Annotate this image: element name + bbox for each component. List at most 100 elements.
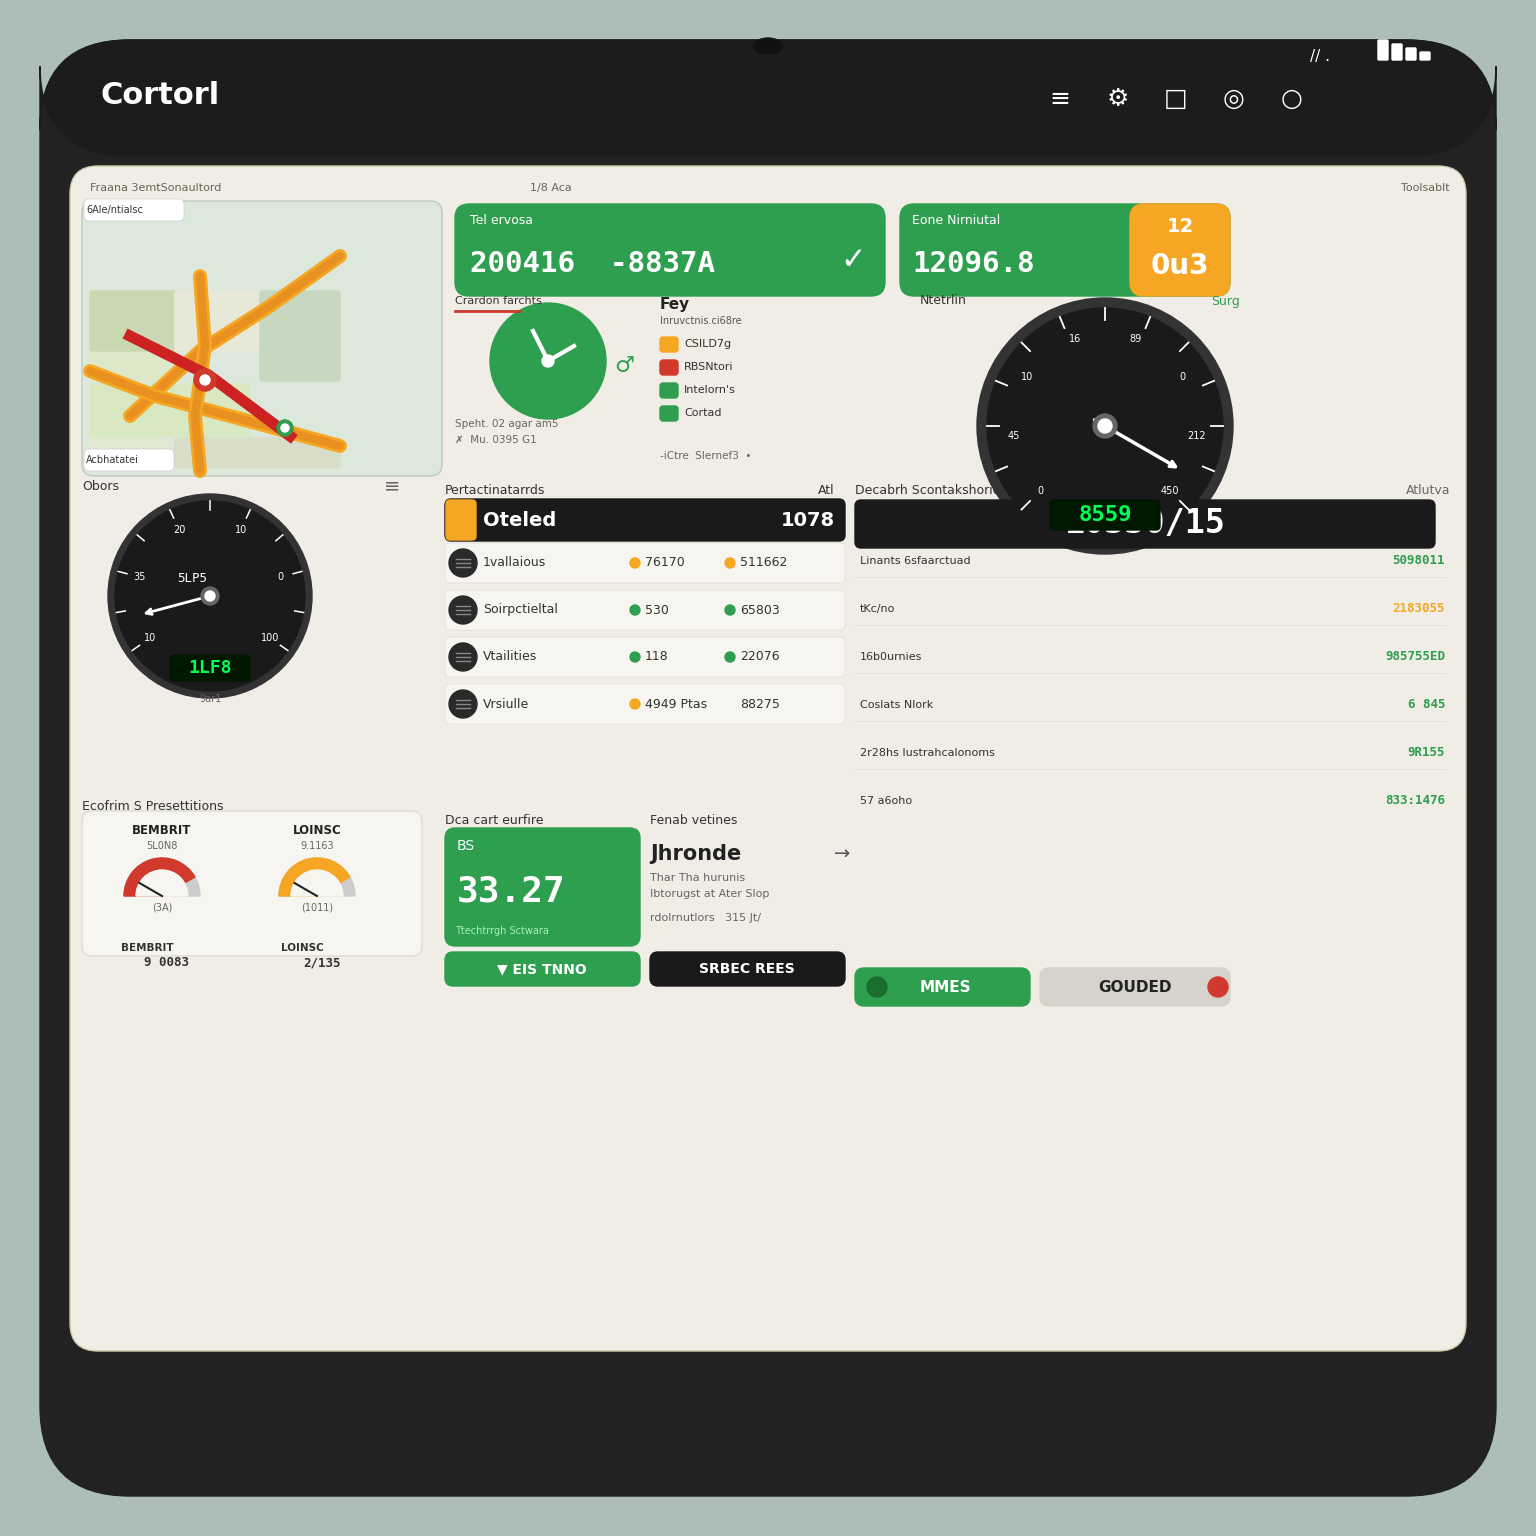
Text: Thar Tha hurunis: Thar Tha hurunis: [650, 872, 745, 883]
Text: GOUDED: GOUDED: [1098, 980, 1172, 994]
Polygon shape: [194, 379, 217, 392]
Text: 511662: 511662: [740, 556, 788, 570]
FancyBboxPatch shape: [1378, 40, 1389, 60]
FancyBboxPatch shape: [445, 501, 476, 541]
Text: 5098011: 5098011: [1393, 554, 1445, 567]
Circle shape: [1207, 977, 1227, 997]
Text: Decabrh Scontakshorio: Decabrh Scontakshorio: [856, 484, 1000, 498]
Text: Vtailities: Vtailities: [482, 651, 538, 664]
Text: 1vallaious: 1vallaious: [482, 556, 547, 570]
Text: Dca cart eurfire: Dca cart eurfire: [445, 814, 544, 828]
FancyBboxPatch shape: [1051, 501, 1160, 530]
Text: Fenab vetines: Fenab vetines: [650, 814, 737, 828]
Text: 9R155: 9R155: [1407, 746, 1445, 759]
FancyBboxPatch shape: [1392, 45, 1402, 60]
FancyBboxPatch shape: [84, 449, 174, 472]
FancyBboxPatch shape: [900, 204, 1230, 296]
FancyBboxPatch shape: [91, 353, 170, 381]
Text: 10: 10: [1021, 372, 1034, 382]
Circle shape: [630, 605, 641, 614]
Text: BEMBRIT: BEMBRIT: [132, 825, 192, 837]
Text: Vrsiulle: Vrsiulle: [482, 697, 530, 711]
Text: 0: 0: [278, 571, 284, 582]
Ellipse shape: [754, 38, 782, 54]
Text: Pertactinatarrds: Pertactinatarrds: [445, 484, 545, 498]
FancyBboxPatch shape: [81, 201, 442, 476]
Text: ○: ○: [1281, 88, 1303, 111]
Text: Atl: Atl: [819, 484, 836, 498]
FancyBboxPatch shape: [445, 637, 845, 677]
FancyBboxPatch shape: [175, 290, 266, 352]
Text: ⚙: ⚙: [1107, 88, 1129, 111]
Text: Tel ervosa: Tel ervosa: [470, 215, 533, 227]
FancyBboxPatch shape: [445, 828, 641, 946]
Text: 4949 Ptas: 4949 Ptas: [645, 697, 707, 711]
FancyBboxPatch shape: [660, 336, 677, 352]
Circle shape: [977, 298, 1233, 554]
Text: Speht. 02 agar am5: Speht. 02 agar am5: [455, 419, 559, 429]
Text: Acbhatatei: Acbhatatei: [86, 455, 138, 465]
Text: Surg: Surg: [1212, 295, 1240, 307]
Wedge shape: [124, 859, 200, 895]
Text: Eone Nirniutal: Eone Nirniutal: [912, 215, 1000, 227]
Text: 2183055: 2183055: [1393, 602, 1445, 616]
Text: 1078: 1078: [780, 510, 836, 530]
Circle shape: [200, 375, 210, 386]
Text: BS: BS: [458, 839, 475, 852]
Text: 100: 100: [261, 633, 280, 644]
Text: 16: 16: [1069, 335, 1081, 344]
Text: Jhronde: Jhronde: [650, 843, 742, 863]
FancyBboxPatch shape: [445, 952, 641, 986]
Text: 9ar1: 9ar1: [198, 694, 221, 703]
Text: 1LF8: 1LF8: [189, 659, 232, 677]
Text: Toolsablt: Toolsablt: [1401, 183, 1450, 194]
Text: 1/8 Aca: 1/8 Aca: [530, 183, 571, 194]
Text: 5LP5: 5LP5: [177, 571, 207, 585]
Text: 16b0urnies: 16b0urnies: [860, 651, 923, 662]
Text: ♂: ♂: [614, 356, 634, 376]
Text: 22076: 22076: [740, 651, 780, 664]
Text: Ibtorugst at Ater Slop: Ibtorugst at Ater Slop: [650, 889, 770, 899]
Circle shape: [1094, 415, 1117, 438]
FancyBboxPatch shape: [650, 952, 845, 986]
Text: Ecofrim S Presettitions: Ecofrim S Presettitions: [81, 800, 224, 813]
Text: 5L0N8: 5L0N8: [146, 842, 178, 851]
Text: 200416  -8837A: 200416 -8837A: [470, 250, 714, 278]
Text: 0: 0: [1180, 372, 1186, 382]
Text: 9.1163: 9.1163: [300, 842, 333, 851]
Text: Fey: Fey: [660, 296, 690, 312]
FancyBboxPatch shape: [40, 40, 1496, 1496]
Text: 9 0083: 9 0083: [144, 957, 189, 969]
FancyBboxPatch shape: [91, 290, 210, 352]
Text: 6Ale/ntialsc: 6Ale/ntialsc: [86, 204, 143, 215]
Circle shape: [449, 644, 478, 671]
FancyBboxPatch shape: [81, 811, 422, 955]
Text: 10: 10: [144, 633, 157, 644]
FancyBboxPatch shape: [84, 200, 184, 221]
Text: 12: 12: [1166, 217, 1193, 235]
Text: LOINSC: LOINSC: [293, 825, 341, 837]
Text: ≡: ≡: [1049, 88, 1071, 111]
Text: →: →: [834, 845, 849, 863]
FancyBboxPatch shape: [660, 382, 677, 398]
FancyBboxPatch shape: [91, 438, 170, 468]
FancyBboxPatch shape: [660, 406, 677, 421]
Circle shape: [115, 501, 306, 691]
Text: 118: 118: [645, 651, 668, 664]
Wedge shape: [137, 869, 187, 895]
FancyBboxPatch shape: [445, 544, 845, 584]
Text: 57 a6oho: 57 a6oho: [860, 796, 912, 806]
Text: 6 845: 6 845: [1407, 699, 1445, 711]
Circle shape: [988, 309, 1223, 544]
Text: ▼ EIS TNNO: ▼ EIS TNNO: [498, 962, 587, 975]
Circle shape: [725, 651, 736, 662]
Text: CSILD7g: CSILD7g: [684, 339, 731, 349]
Text: Oteled: Oteled: [482, 510, 556, 530]
Text: rdolrnutlors   315 Jt/: rdolrnutlors 315 Jt/: [650, 912, 760, 923]
Text: Crardon farchts: Crardon farchts: [455, 296, 542, 306]
FancyBboxPatch shape: [1405, 48, 1416, 60]
Circle shape: [281, 424, 289, 432]
Text: (1011): (1011): [301, 903, 333, 912]
Text: 212: 212: [1187, 432, 1206, 441]
Text: □: □: [1164, 88, 1187, 111]
